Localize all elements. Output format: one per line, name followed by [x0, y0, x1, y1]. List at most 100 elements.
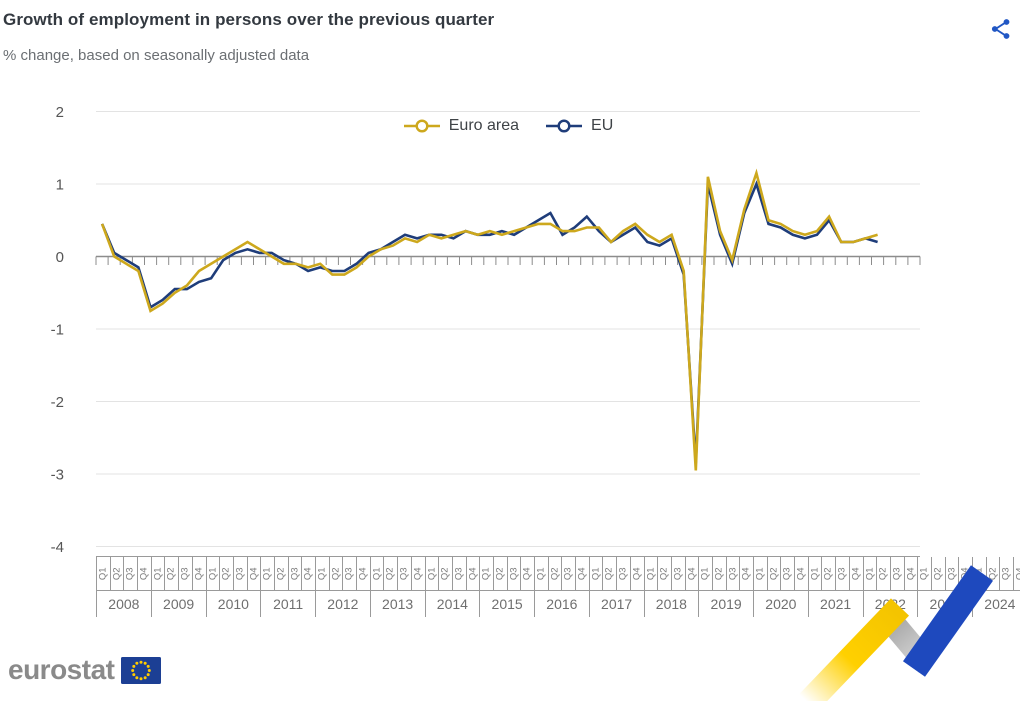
- quarter-cell: Q2: [439, 557, 453, 590]
- eurostat-logo: eurostat: [8, 654, 162, 686]
- quarter-label: Q2: [111, 567, 123, 580]
- year-label: 2010: [217, 596, 249, 612]
- quarter-cell: Q2: [987, 557, 1001, 590]
- quarter-cell: Q1: [152, 557, 166, 590]
- quarter-label: Q1: [480, 567, 492, 580]
- quarter-cell: Q3: [781, 557, 796, 590]
- quarter-cell: Q3: [891, 557, 905, 590]
- quarter-label: Q1: [590, 567, 602, 580]
- quarter-cell: Q2: [111, 557, 125, 590]
- quarter-cell: Q4: [521, 557, 534, 590]
- quarter-label: Q1: [152, 567, 164, 580]
- year-label: 2018: [655, 596, 687, 612]
- quarter-cell: Q4: [248, 557, 261, 590]
- legend-item-eu[interactable]: EU: [545, 117, 613, 135]
- quarter-label: Q3: [398, 567, 410, 580]
- quarter-label: Q4: [576, 567, 588, 580]
- quarter-cell: Q4: [686, 557, 699, 590]
- quarter-label: Q4: [193, 567, 205, 580]
- series-line-eu: [100, 180, 878, 464]
- quarter-cell: Q1: [207, 557, 221, 590]
- y-axis-tick-label: 0: [56, 249, 64, 266]
- quarter-cell: Q3: [453, 557, 467, 590]
- year-column: Q1 Q2 Q3 Q4 2014: [424, 557, 480, 617]
- y-axis-tick-label: -1: [51, 322, 64, 339]
- quarter-label: Q3: [234, 567, 246, 580]
- quarter-label: Q2: [166, 567, 178, 580]
- quarter-cell: Q1: [261, 557, 275, 590]
- quarter-label: Q2: [220, 567, 232, 580]
- quarter-label: Q4: [521, 567, 533, 580]
- quarter-label: Q4: [302, 567, 314, 580]
- share-icon: [991, 19, 1010, 39]
- legend-item-euro-area[interactable]: Euro area: [403, 117, 519, 135]
- quarter-cell: Q3: [179, 557, 193, 590]
- year-label: 2014: [436, 596, 468, 612]
- quarter-cell: Q1: [754, 557, 768, 590]
- quarter-label: Q3: [508, 567, 520, 580]
- quarter-label: Q2: [549, 567, 561, 580]
- year-column: Q1 Q2 Q3 Q4 2008: [96, 557, 151, 617]
- series-line-euro-area: [100, 168, 878, 471]
- quarter-cell: Q2: [768, 557, 782, 590]
- quarter-label: Q1: [699, 567, 711, 580]
- quarter-label: Q2: [385, 567, 397, 580]
- statistics-zigzag-decoration: [798, 565, 994, 701]
- y-axis-tick-label: 2: [56, 104, 64, 121]
- quarter-cell: Q2: [330, 557, 344, 590]
- quarter-label: Q3: [343, 567, 355, 580]
- quarter-cell: Q4: [138, 557, 151, 590]
- quarter-cell: Q3: [727, 557, 741, 590]
- quarter-cell: Q4: [412, 557, 425, 590]
- quarter-cell: Q2: [932, 557, 946, 590]
- share-button[interactable]: [988, 17, 1014, 43]
- quarter-cell: Q1: [973, 557, 987, 590]
- quarter-label: Q2: [604, 567, 616, 580]
- quarter-label: Q3: [562, 567, 574, 580]
- quarter-label: Q4: [467, 567, 479, 580]
- quarter-label: Q3: [289, 567, 301, 580]
- quarter-cell: Q1: [864, 557, 878, 590]
- year-column: Q1 Q2 Q3 Q4 2011: [260, 557, 315, 617]
- quarter-cell: Q3: [562, 557, 577, 590]
- year-column: Q1 Q2 Q3 Q4 2010: [205, 557, 261, 617]
- quarter-label: Q4: [686, 567, 698, 580]
- year-column: Q1 Q2 Q3 Q4 2009: [150, 557, 206, 617]
- legend-label-euro-area: Euro area: [448, 117, 520, 134]
- quarter-cell: Q2: [220, 557, 234, 590]
- quarter-label: Q4: [248, 567, 260, 580]
- quarter-cell: Q3: [672, 557, 686, 590]
- quarter-cell: Q3: [508, 557, 522, 590]
- year-column: Q1 Q2 Q3 Q4 2013: [369, 557, 425, 617]
- year-label: 2012: [327, 596, 359, 612]
- year-column: Q1 Q2 Q3 Q4 2018: [643, 557, 699, 617]
- quarter-label: Q2: [494, 567, 506, 580]
- quarter-cell: Q2: [165, 557, 180, 590]
- quarter-cell: Q1: [590, 557, 604, 590]
- quarter-label: Q1: [426, 567, 438, 580]
- page-title: Growth of employment in persons over the…: [3, 10, 495, 29]
- year-label: 2016: [546, 596, 578, 612]
- year-label: 2009: [163, 596, 195, 612]
- year-label: 2011: [273, 596, 304, 612]
- year-label: 2019: [710, 596, 742, 612]
- quarter-cell: Q1: [535, 557, 549, 590]
- quarter-label: Q3: [179, 567, 191, 580]
- quarter-label: Q2: [658, 567, 670, 580]
- quarter-cell: Q3: [946, 557, 960, 590]
- y-axis-tick-label: -3: [51, 467, 64, 484]
- euro-area-marker-icon: [403, 119, 440, 133]
- chart-subtitle: % change, based on seasonally adjusted d…: [3, 47, 310, 64]
- quarter-label: Q4: [740, 567, 752, 580]
- quarter-cell: Q3: [343, 557, 358, 590]
- quarter-cell: Q4: [302, 557, 315, 590]
- year-label: 2017: [601, 596, 633, 612]
- quarter-cell: Q1: [809, 557, 823, 590]
- eurostat-logo-text: eurostat: [8, 654, 115, 685]
- quarter-cell: Q4: [740, 557, 753, 590]
- quarter-cell: Q2: [275, 557, 289, 590]
- quarter-label: Q1: [207, 567, 219, 580]
- quarter-label: Q4: [631, 567, 643, 580]
- quarter-label: Q3: [453, 567, 465, 580]
